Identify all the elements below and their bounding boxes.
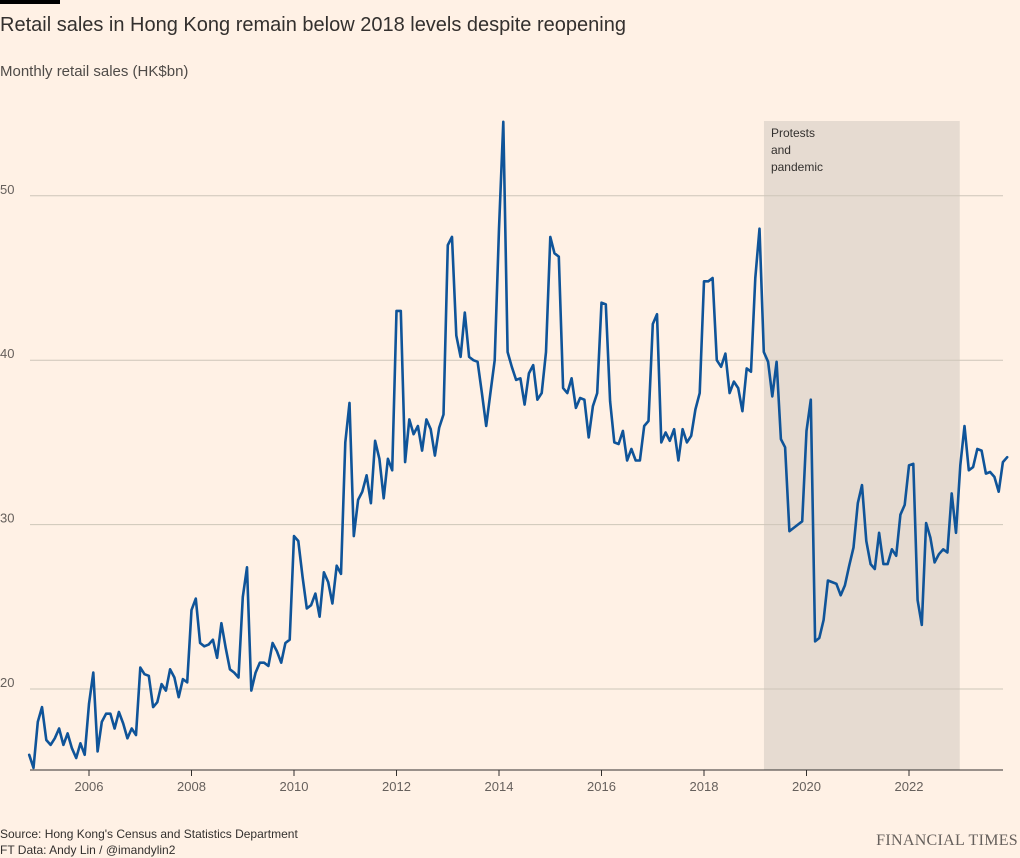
x-tick-label: 2018 xyxy=(690,779,719,794)
credit-note: FT Data: Andy Lin / @imandylin2 xyxy=(0,843,176,857)
retail-sales-line xyxy=(27,120,1009,770)
x-tick-label: 2020 xyxy=(792,779,821,794)
y-tick-label: 40 xyxy=(0,346,14,361)
x-axis-ticks: 2006 2008 2010 2012 2014 2016 2018 2020 2022 xyxy=(75,770,924,794)
source-note: Source: Hong Kong's Census and Statistic… xyxy=(0,827,298,841)
annotation-label-line: Protests xyxy=(771,126,815,140)
annotation-label-line: pandemic xyxy=(771,160,823,174)
x-tick-label: 2012 xyxy=(382,779,411,794)
y-axis-ticks: 20 30 40 50 xyxy=(0,182,14,690)
y-tick-label: 50 xyxy=(0,182,14,197)
x-tick-label: 2014 xyxy=(485,779,514,794)
chart-title: Retail sales in Hong Kong remain below 2… xyxy=(0,14,626,36)
chart-footer: Source: Hong Kong's Census and Statistic… xyxy=(0,826,298,858)
x-tick-label: 2006 xyxy=(75,779,104,794)
ft-top-bar xyxy=(0,0,60,4)
annotation-layer: Protests and pandemic xyxy=(763,121,960,770)
ft-logo: FINANCIAL TIMES xyxy=(876,832,1018,849)
x-tick-label: 2010 xyxy=(280,779,309,794)
series-layer xyxy=(27,120,1009,770)
gridlines xyxy=(30,195,1003,771)
x-tick-label: 2022 xyxy=(895,779,924,794)
x-tick-label: 2008 xyxy=(177,779,206,794)
x-tick-label: 2016 xyxy=(587,779,616,794)
chart-subtitle: Monthly retail sales (HK$bn) xyxy=(0,63,189,80)
y-tick-label: 20 xyxy=(0,675,14,690)
annotation-label-line: and xyxy=(771,143,791,157)
y-tick-label: 30 xyxy=(0,511,14,526)
annotation-band xyxy=(763,121,960,770)
